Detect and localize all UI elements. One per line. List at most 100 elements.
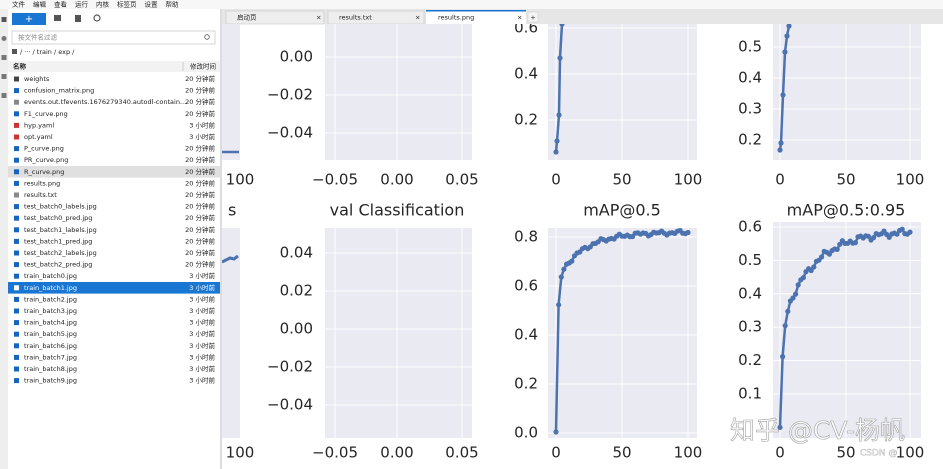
file-name[interactable]: train_batch5.jpg [24,330,77,338]
file-icon [14,146,19,152]
menu-bar [0,0,943,9]
file-icon [14,180,19,186]
column-name[interactable]: 名称 [13,62,27,71]
y-tick-label: 0.2 [738,351,762,369]
file-name[interactable]: train_batch6.jpg [24,342,77,350]
y-tick-label: 0.02 [280,282,313,300]
file-name[interactable]: F1_curve.png [24,110,68,118]
file-modified: 3 小时前 [189,364,215,373]
file-icon [14,169,19,175]
file-name[interactable]: opt.yaml [24,133,53,141]
tab-close[interactable]: × [415,14,420,22]
menu-item[interactable]: 运行 [75,0,89,9]
file-modified: 20 分钟前 [185,86,215,95]
file-name[interactable]: test_batch1_labels.jpg [24,226,97,234]
file-name[interactable]: test_batch2_pred.jpg [24,261,92,269]
image-viewer: s 100 100 0.00−0.02−0.04−0.05 0.00 0.050.6… [222,24,924,462]
file-name[interactable]: R_curve.png [24,168,64,176]
file-modified: 3 小时前 [189,271,215,280]
curve-dot [795,282,801,288]
file-name[interactable]: train_batch8.jpg [24,365,77,373]
file-modified: 20 分钟前 [185,213,215,222]
file-modified: 3 小时前 [189,294,215,303]
menu-item[interactable]: 内核 [96,0,110,9]
file-icon [14,366,19,372]
refresh-icon[interactable] [93,14,101,22]
file-name[interactable]: train_batch9.jpg [24,377,77,385]
y-tick-label: 0.4 [738,284,762,302]
curve-dot [837,241,843,247]
curve-dot [559,24,565,27]
file-name[interactable]: events.out.tfevents.1676279340.autodl-co… [24,98,186,106]
column-modified[interactable]: 修改时间 [190,62,216,71]
activity-icon[interactable] [1,17,7,22]
tab[interactable] [225,10,325,25]
y-tick-label: 0.3 [738,100,762,118]
new-button-label: + [25,14,33,25]
curve-dot [793,291,799,297]
file-name[interactable]: train_batch3.jpg [24,307,77,315]
curve-dot [899,226,905,232]
x-tick-label: 0.05 [445,444,478,462]
menu-item[interactable]: 编辑 [33,0,47,9]
curve-dot [561,266,567,272]
y-tick-label: 0.6 [738,218,762,236]
file-name[interactable]: weights [24,75,50,83]
file-icon [14,215,19,221]
home-icon[interactable] [12,49,17,54]
file-name[interactable]: train_batch2.jpg [24,295,77,303]
file-name[interactable]: train_batch0.jpg [24,272,77,280]
menu-item[interactable]: 帮助 [166,0,180,9]
file-name[interactable]: PR_curve.png [24,156,68,164]
curve-dot [834,246,840,252]
file-name[interactable]: train_batch1.jpg [24,284,77,292]
file-icon [14,308,19,314]
file-name[interactable]: P_curve.png [24,145,64,153]
menu-item[interactable]: 设置 [145,0,159,9]
add-tab[interactable] [527,11,539,23]
file-name[interactable]: confusion_matrix.png [24,87,94,95]
activity-icon[interactable] [1,36,7,41]
tab-close[interactable]: × [517,14,522,22]
y-tick-label: 0.4 [514,65,538,83]
activity-icon[interactable] [1,55,7,60]
activity-icon[interactable] [1,93,7,98]
file-modified: 20 分钟前 [185,236,215,245]
upload-icon[interactable] [75,15,81,22]
y-tick-label: 0.00 [280,48,313,66]
file-name[interactable]: train_batch4.jpg [24,319,77,327]
menu-item[interactable]: 标签页 [117,0,137,9]
curve-dot [557,55,563,61]
curve-dot [553,429,559,435]
new-folder-icon[interactable] [54,15,61,21]
file-name[interactable]: results.txt [24,191,57,199]
file-name[interactable]: test_batch0_pred.jpg [24,214,92,222]
file-name[interactable]: train_batch7.jpg [24,353,77,361]
file-modified: 20 分钟前 [185,97,215,106]
filter-input[interactable] [11,30,216,45]
file-name[interactable]: test_batch1_pred.jpg [24,237,92,245]
curve-dot [558,274,564,280]
file-modified: 20 分钟前 [185,178,215,187]
x-tick-label: 0 [775,171,785,189]
file-icon [14,285,19,291]
menu-item[interactable]: 查看 [54,0,68,9]
x-tick-label: 0 [551,171,561,189]
breadcrumb[interactable]: / ··· / train / exp / [20,48,75,56]
row-hover [8,166,220,178]
file-name[interactable]: test_batch2_labels.jpg [24,249,97,257]
x-tick-label: 50 [612,444,631,462]
tab-close[interactable]: × [316,14,321,22]
activity-icon[interactable] [1,74,7,79]
file-icon [14,331,19,337]
tab-active[interactable] [426,10,526,24]
new-button[interactable] [12,13,46,25]
file-icon [14,192,19,198]
file-name[interactable]: results.png [24,179,60,187]
file-name[interactable]: test_batch0_labels.jpg [24,203,97,211]
file-name[interactable]: hyp.yaml [24,121,54,129]
file-modified: 20 分钟前 [185,167,215,176]
curve-dot [777,147,783,153]
menu-item[interactable]: 文件 [12,0,26,9]
